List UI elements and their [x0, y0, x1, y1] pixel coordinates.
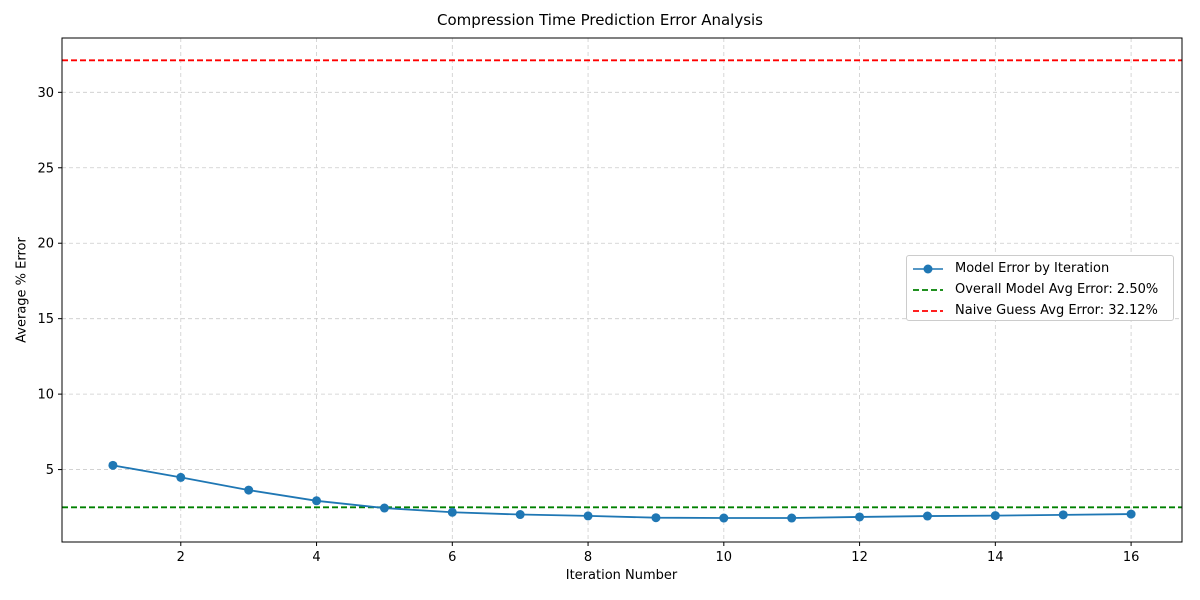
series-layer: [108, 460, 1136, 523]
data-point: [787, 513, 797, 523]
data-point: [719, 513, 729, 523]
x-axis-label: Iteration Number: [565, 568, 678, 583]
data-point: [244, 485, 254, 495]
data-point: [651, 513, 661, 523]
axes-frame: [61, 37, 1183, 543]
legend-swatch-naive-avg: [913, 309, 943, 312]
legend-swatch-model: [913, 264, 943, 273]
x-tick-label: 8: [584, 550, 592, 565]
y-axis-label: Average % Error: [14, 237, 30, 343]
data-point: [583, 511, 593, 521]
x-tick-label: 12: [851, 550, 868, 565]
y-tick-label: 10: [37, 388, 54, 403]
data-point: [447, 507, 457, 517]
data-point: [855, 512, 865, 522]
data-point: [1126, 509, 1136, 519]
tick-layer: 2 4 6 8 10 12 14 16 5 10 15 20 25 30: [37, 86, 1139, 565]
y-tick-label: 5: [46, 463, 54, 478]
x-tick-label: 16: [1123, 550, 1140, 565]
data-point: [922, 511, 932, 521]
series-line: [112, 464, 1132, 519]
grid: [62, 38, 1182, 542]
legend-label-overall-avg: Overall Model Avg Error: 2.50%: [955, 282, 1159, 297]
y-tick-label: 25: [37, 161, 54, 176]
data-point: [515, 510, 525, 520]
data-point: [379, 503, 389, 513]
legend-label-model: Model Error by Iteration: [955, 261, 1110, 276]
legend-swatch-overall-avg: [913, 288, 943, 291]
chart-title: Compression Time Prediction Error Analys…: [437, 11, 763, 29]
y-tick-label: 20: [37, 237, 54, 252]
x-tick-label: 4: [312, 550, 320, 565]
legend-entry-overall-avg: Overall Model Avg Error: 2.50%: [913, 279, 1167, 300]
data-point: [990, 511, 1000, 521]
reference-lines: [62, 59, 1182, 509]
legend-label-naive-avg: Naive Guess Avg Error: 32.12%: [955, 303, 1158, 318]
data-point: [108, 460, 118, 470]
x-tick-label: 14: [987, 550, 1004, 565]
legend-entry-model: Model Error by Iteration: [913, 258, 1167, 279]
data-point: [312, 496, 322, 506]
y-tick-label: 30: [37, 86, 54, 101]
data-point: [176, 472, 186, 482]
y-tick-label: 15: [37, 312, 54, 327]
x-tick-label: 10: [716, 550, 733, 565]
legend: Model Error by Iteration Overall Model A…: [906, 255, 1174, 321]
legend-entry-naive-avg: Naive Guess Avg Error: 32.12%: [913, 300, 1167, 321]
x-tick-label: 6: [448, 550, 456, 565]
x-tick-label: 2: [177, 550, 185, 565]
data-point: [1058, 510, 1068, 520]
